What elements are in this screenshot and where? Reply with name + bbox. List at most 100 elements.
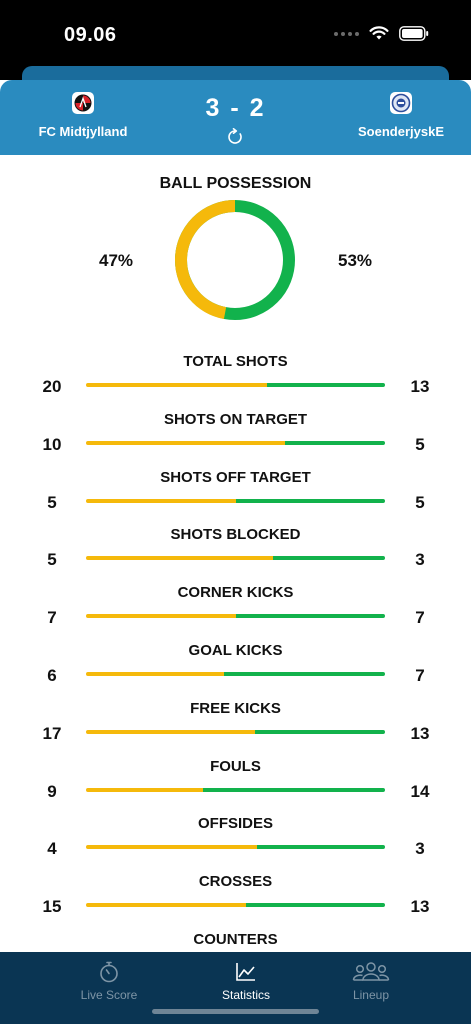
stopwatch-icon — [100, 961, 118, 983]
stat-label: CROSSES — [198, 873, 273, 891]
stat-row: CROSSES 15 13 — [0, 873, 471, 931]
status-icons — [334, 26, 429, 41]
stat-label: FREE KICKS — [190, 699, 281, 717]
home-team[interactable]: FC Midtjylland — [13, 92, 153, 139]
stat-comparison-bar — [86, 440, 385, 445]
stat-bar-away — [267, 383, 385, 387]
stat-comparison-bar — [86, 787, 385, 792]
away-team-name: SoenderjyskE — [358, 124, 444, 139]
away-team[interactable]: SoenderjyskE — [331, 92, 471, 139]
stat-bar-away — [203, 787, 385, 792]
stat-label: OFFSIDES — [197, 815, 273, 833]
stat-label: SHOTS BLOCKED — [170, 526, 301, 544]
stat-away-value: 13 — [410, 723, 430, 743]
stat-away-value: 5 — [415, 434, 425, 454]
stat-comparison-bar — [86, 614, 385, 619]
stat-comparison-bar — [86, 383, 385, 387]
stat-away-value: 7 — [415, 666, 425, 685]
stat-away-value: 3 — [415, 550, 425, 570]
stat-row: FREE KICKS 17 13 — [0, 700, 471, 758]
stat-bar-home — [86, 556, 273, 561]
stat-row: SHOTS BLOCKED 5 3 — [0, 526, 471, 584]
stat-home-value: 9 — [47, 781, 57, 801]
stat-row: COUNTERS — [0, 931, 471, 952]
stat-bar-home — [86, 672, 224, 676]
cellular-signal-icon — [334, 31, 359, 36]
stat-bar-home — [86, 729, 256, 734]
stat-comparison-bar — [86, 498, 385, 503]
stat-home-value: 20 — [42, 377, 62, 396]
line-chart-icon — [236, 963, 255, 981]
stat-label: FOULS — [210, 757, 261, 775]
battery-icon — [399, 26, 429, 41]
stat-home-value: 10 — [42, 434, 62, 454]
stat-row: SHOTS OFF TARGET 5 5 — [0, 469, 471, 527]
tab-lineup[interactable]: Lineup — [311, 960, 431, 1002]
tab-lineup-label: Lineup — [352, 988, 390, 1002]
stat-away-value: 7 — [415, 608, 425, 628]
possession-home-arc — [175, 200, 295, 320]
tab-statistics-label: Statistics — [221, 988, 270, 1002]
people-icon — [352, 962, 390, 981]
stat-comparison-bar — [86, 672, 385, 676]
tab-live-score-label: Live Score — [80, 988, 138, 1002]
stat-bar-home — [86, 383, 268, 387]
wifi-icon — [369, 26, 389, 40]
stat-row: SHOTS ON TARGET 10 5 — [0, 411, 471, 469]
match-score: 3 - 2 — [205, 94, 266, 122]
stat-bar-away — [256, 845, 385, 850]
stat-label: SHOTS OFF TARGET — [160, 468, 311, 486]
stat-home-value: 7 — [47, 608, 57, 628]
stat-home-value: 15 — [42, 897, 62, 917]
tab-live-score[interactable]: Live Score — [49, 960, 169, 1002]
stat-away-value: 3 — [415, 839, 425, 859]
stat-bar-away — [255, 729, 385, 734]
refresh-icon[interactable] — [226, 128, 244, 146]
stat-away-value: 5 — [415, 492, 425, 512]
possession-away-value: 53% — [337, 251, 373, 270]
stat-bar-away — [285, 440, 385, 445]
stat-home-value: 5 — [47, 550, 57, 570]
home-indicator — [152, 1009, 319, 1014]
possession-title: BALL POSSESSION — [159, 175, 312, 192]
stat-bar-away — [246, 903, 385, 908]
stat-label: CORNER KICKS — [177, 584, 294, 602]
possession-donut-chart — [175, 200, 295, 320]
stat-bar-away — [235, 614, 385, 619]
stat-label: SHOTS ON TARGET — [163, 410, 308, 428]
away-team-logo-icon — [390, 92, 412, 114]
stat-comparison-bar — [86, 556, 385, 561]
stat-bar-away — [235, 498, 385, 503]
stat-label: TOTAL SHOTS — [183, 353, 288, 370]
stat-away-value: 14 — [410, 781, 430, 801]
stat-row: FOULS 9 14 — [0, 758, 471, 816]
possession-home-value: 47% — [98, 251, 134, 270]
stat-bar-home — [86, 903, 247, 908]
tab-statistics[interactable]: Statistics — [186, 960, 306, 1002]
stat-comparison-bar — [86, 729, 385, 734]
stat-row: TOTAL SHOTS 20 13 — [0, 353, 471, 411]
stat-home-value: 6 — [47, 666, 57, 685]
home-team-logo-icon — [72, 92, 94, 114]
statistics-panel[interactable]: BALL POSSESSION 47% 53% TOTAL SHOTS 20 13 S… — [0, 155, 471, 952]
stat-home-value: 4 — [47, 839, 57, 859]
home-team-name: FC Midtjylland — [38, 124, 128, 139]
stat-row: GOAL KICKS 6 7 — [0, 642, 471, 700]
match-header: FC Midtjylland 3 - 2 SoenderjyskE — [0, 80, 471, 155]
stat-away-value: 13 — [410, 897, 430, 917]
stat-label: GOAL KICKS — [188, 642, 283, 659]
stat-row: OFFSIDES 4 3 — [0, 815, 471, 873]
stat-row: CORNER KICKS 7 7 — [0, 584, 471, 642]
stat-home-value: 17 — [42, 723, 62, 743]
status-time: 09.06 — [64, 24, 117, 46]
stat-bar-home — [86, 614, 236, 619]
stat-bar-away — [272, 556, 385, 561]
stat-bar-home — [86, 845, 257, 850]
stat-comparison-bar — [86, 845, 385, 850]
stat-comparison-bar — [86, 903, 385, 908]
stat-bar-away — [224, 672, 385, 676]
stat-bar-home — [86, 498, 236, 503]
stat-bar-home — [86, 787, 203, 792]
stat-away-value: 13 — [410, 377, 430, 396]
stat-home-value: 5 — [47, 492, 57, 512]
